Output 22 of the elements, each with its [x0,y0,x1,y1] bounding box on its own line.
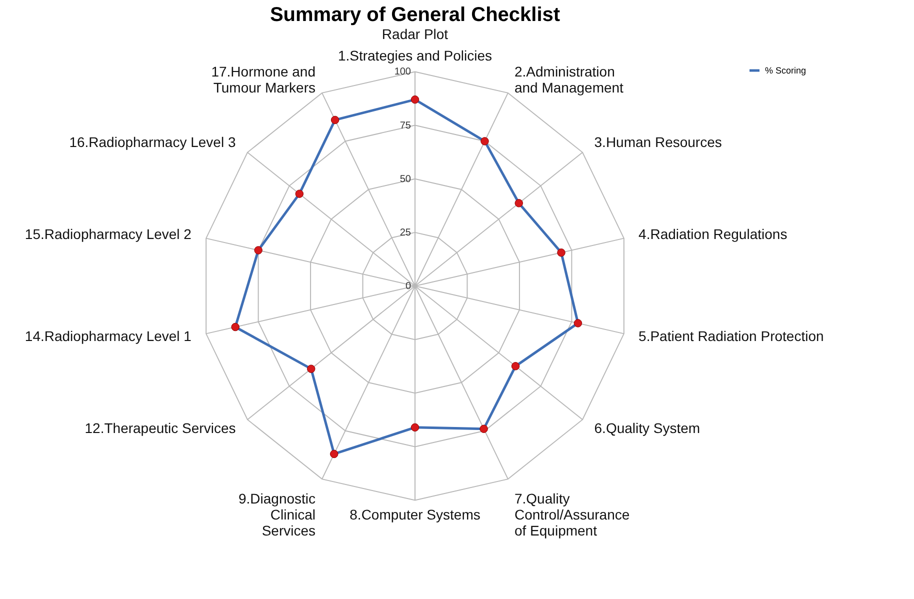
spoke-label: 7.Quality Control/Assurance of Equipment [514,490,630,539]
chart-title: Summary of General Checklist [270,4,560,26]
spoke-label: 17.Hormone and Tumour Markers [211,63,316,96]
spoke-label: 2.Administration and Management [514,63,624,96]
spoke-label: 5.Patient Radiation Protection [638,328,824,344]
spoke-label: 15.Radiopharmacy Level 2 [24,226,192,242]
spoke-label: 1.Strategies and Policies [338,48,492,64]
spoke-label: 14.Radiopharmacy Level 1 [24,328,192,344]
spoke-label: 12.Therapeutic Services [84,420,236,436]
y-tick-label: 50 [400,174,412,185]
spoke-label: 6.Quality System [594,420,700,436]
chart-subtitle: Radar Plot [382,26,448,42]
spoke-label: 8.Computer Systems [350,506,480,522]
y-tick-label: 75 [400,120,412,132]
spoke-label: 4.Radiation Regulations [638,226,788,242]
y-tick-label: 100 [394,66,412,78]
spoke-label: 16.Radiopharmacy Level 3 [69,134,236,150]
y-tick-label: 25 [400,227,412,238]
spoke-label: 9.Diagnostic Clinical Services [238,490,316,539]
y-tick-label: 0 [405,281,412,292]
legend-label: % Scoring [765,66,806,76]
spoke-label: 3.Human Resources [594,134,722,150]
